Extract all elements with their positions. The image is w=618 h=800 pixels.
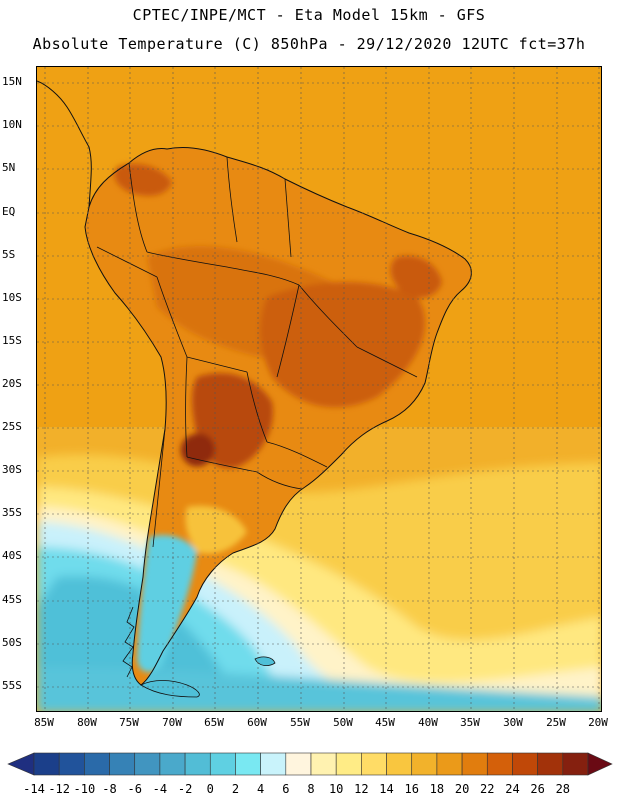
colorbar-label: 18 [429, 782, 445, 796]
colorbar-swatch [310, 752, 337, 776]
colorbar [7, 752, 613, 776]
colorbar-swatch [411, 752, 438, 776]
colorbar-label: -8 [102, 782, 117, 796]
tierra-del-fuego [140, 680, 200, 698]
patagonia-warm [185, 505, 247, 554]
colorbar-label: -4 [152, 782, 168, 796]
heat-patch-venezuela [114, 163, 172, 196]
colorbar-swatch [209, 752, 236, 776]
lon-label: 25W [546, 716, 566, 729]
colorbar-over-arrow [587, 752, 613, 776]
land-heat-patches [114, 163, 442, 673]
temperature-gradient-fields [37, 454, 601, 711]
colorbar-swatch [512, 752, 538, 776]
colorbar-label: -14 [23, 782, 45, 796]
lat-label: 20S [2, 377, 22, 390]
colorbar-swatch [184, 752, 211, 776]
lat-label: 35S [2, 506, 22, 519]
colorbar-label: 14 [379, 782, 394, 796]
lon-label: 85W [34, 716, 54, 729]
colorbar-label: 26 [530, 782, 545, 796]
temperature-map [37, 67, 601, 711]
colorbar-label: 16 [404, 782, 419, 796]
lat-label: 40S [2, 549, 22, 562]
colorbar-label: -6 [127, 782, 142, 796]
colorbar-label: 28 [555, 782, 571, 796]
lat-label: 10S [2, 291, 22, 304]
colorbar-swatch [58, 752, 85, 776]
lon-label: 60W [247, 716, 267, 729]
colorbar-swatch [235, 752, 261, 776]
country-borders [96, 156, 418, 548]
colorbar-swatch [461, 752, 488, 776]
southern-ocean-field [37, 667, 601, 711]
colorbar-label: 0 [206, 782, 214, 796]
patagonia-cool [137, 535, 197, 673]
colorbar-label: 22 [480, 782, 495, 796]
colorbar-swatch [84, 752, 110, 776]
colorbar-label: 2 [231, 782, 240, 796]
lat-lon-grid [37, 67, 601, 711]
map-frame [36, 66, 602, 712]
lat-label: 10N [2, 118, 22, 131]
lat-label: EQ [2, 205, 16, 218]
lon-label: 20W [588, 716, 608, 729]
colorbar-under-arrow [7, 752, 35, 776]
colorbar-swatch [537, 752, 564, 776]
lon-label: 65W [204, 716, 224, 729]
lon-label: 50W [333, 716, 353, 729]
lon-label: 40W [418, 716, 438, 729]
colorbar-swatch [109, 752, 136, 776]
map-title-line-2: Absolute Temperature (C) 850hPa - 29/12/… [32, 35, 586, 53]
colorbar-label: 6 [282, 782, 290, 796]
lat-label: 30S [2, 463, 22, 476]
colorbar-swatch [335, 752, 362, 776]
colorbar-swatch [361, 752, 387, 776]
lat-label: 55S [2, 679, 22, 692]
colorbar-label: -2 [177, 782, 193, 796]
colorbar-swatch [159, 752, 186, 776]
colorbar-swatch [386, 752, 413, 776]
lat-label: 5N [2, 161, 16, 174]
lat-label: 15S [2, 334, 22, 347]
falkland-islands [254, 656, 276, 667]
colorbar-label: 4 [257, 782, 265, 796]
colorbar-swatch [436, 752, 463, 776]
lat-label: 5S [2, 248, 16, 261]
lon-label: 30W [503, 716, 523, 729]
colorbar-swatch [134, 752, 161, 776]
map-title-line-1: CPTEC/INPE/MCT - Eta Model 15km - GFS [132, 6, 486, 24]
colorbar-swatch [260, 752, 287, 776]
colorbar-label: 20 [454, 782, 470, 796]
colorbar-label: -12 [48, 782, 71, 796]
lon-label: 70W [162, 716, 182, 729]
heat-patch-hotspot [180, 433, 215, 467]
lat-label: 45S [2, 593, 22, 606]
colorbar-label: -10 [73, 782, 96, 796]
colorbar-label: 12 [354, 782, 369, 796]
lon-label: 80W [77, 716, 97, 729]
lat-label: 25S [2, 420, 22, 433]
colorbar-label: 8 [307, 782, 315, 796]
lat-label: 50S [2, 636, 22, 649]
colorbar-label: 10 [328, 782, 344, 796]
colorbar-swatches [7, 752, 613, 776]
continent-outline [84, 146, 472, 686]
colorbar-swatch [285, 752, 312, 776]
lon-label: 75W [119, 716, 139, 729]
lon-label: 45W [375, 716, 395, 729]
lon-label: 35W [460, 716, 480, 729]
colorbar-swatch [486, 752, 513, 776]
south-america [37, 80, 472, 698]
colorbar-label: 24 [505, 782, 520, 796]
lon-label: 55W [290, 716, 310, 729]
colorbar-swatch [33, 752, 60, 776]
chile-fjords [122, 606, 135, 678]
lat-label: 15N [2, 75, 22, 88]
colorbar-swatch [562, 752, 589, 776]
